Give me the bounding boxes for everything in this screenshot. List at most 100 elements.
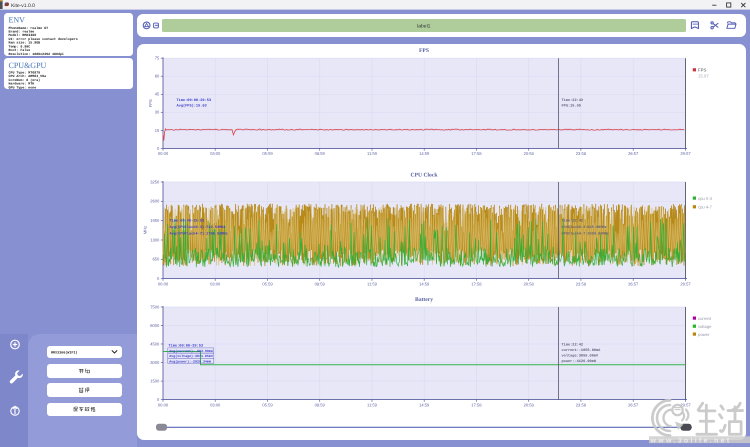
svg-text:Hardware: MTK: Hardware: MTK <box>9 82 35 86</box>
svg-text:03:00: 03:00 <box>210 151 221 156</box>
svg-text:CPU Type: MT6879: CPU Type: MT6879 <box>9 70 41 74</box>
svg-text:08:59: 08:59 <box>315 281 326 286</box>
svg-text:15.97: 15.97 <box>698 73 709 78</box>
svg-text:cpu 0-3: cpu 0-3 <box>698 196 713 201</box>
svg-text:08:59: 08:59 <box>315 151 326 156</box>
svg-text:20:58: 20:58 <box>524 281 535 286</box>
svg-text:6000: 6000 <box>150 323 160 328</box>
svg-text:CPU&GPU: CPU&GPU <box>9 61 47 70</box>
svg-text:0: 0 <box>157 276 160 281</box>
svg-text:20:58: 20:58 <box>524 151 535 156</box>
svg-text:power: power <box>698 332 710 337</box>
svg-text:www.3olife.net: www.3olife.net <box>650 436 732 444</box>
svg-text:1300: 1300 <box>150 237 160 242</box>
svg-text:current:-1055.00mA: current:-1055.00mA <box>562 348 602 353</box>
svg-text:PhoneName: realme GT: PhoneName: realme GT <box>9 26 49 30</box>
svg-text:1500: 1500 <box>150 378 160 383</box>
svg-text:Resolution: 1080x2392 480dpi: Resolution: 1080x2392 480dpi <box>9 52 64 56</box>
svg-text:Avg(current):-983.98mA: Avg(current):-983.98mA <box>169 349 213 353</box>
svg-text:15: 15 <box>155 128 160 133</box>
svg-text:7500: 7500 <box>150 304 160 309</box>
svg-text:29:57: 29:57 <box>680 402 691 407</box>
svg-text:Avg(voltage):3071.85mV: Avg(voltage):3071.85mV <box>169 354 213 358</box>
svg-text:00:00: 00:00 <box>158 151 169 156</box>
svg-text:FPS: FPS <box>148 99 153 107</box>
svg-text:11:59: 11:59 <box>367 402 378 407</box>
svg-text:14:59: 14:59 <box>419 402 430 407</box>
svg-text:05:59: 05:59 <box>262 281 273 286</box>
svg-text:CPU Clock: CPU Clock <box>411 172 439 178</box>
svg-text:1950: 1950 <box>150 218 160 223</box>
svg-text:05:59: 05:59 <box>262 402 273 407</box>
svg-text:2600: 2600 <box>150 199 160 204</box>
svg-text:20:58: 20:58 <box>524 402 535 407</box>
svg-text:08:59: 08:59 <box>315 402 326 407</box>
svg-text:voltage: voltage <box>698 324 712 329</box>
svg-text:Avg(FPS):15.63: Avg(FPS):15.63 <box>177 104 207 109</box>
svg-text:GPU Type: none: GPU Type: none <box>9 86 37 90</box>
svg-text:650: 650 <box>152 257 160 262</box>
svg-text:0: 0 <box>157 397 160 402</box>
svg-text:75: 75 <box>155 56 160 61</box>
svg-text:30: 30 <box>155 110 160 115</box>
svg-text:26:57: 26:57 <box>628 151 639 156</box>
svg-text:CPUClock0-3:625.00MHz: CPUClock0-3:625.00MHz <box>562 225 607 230</box>
svg-text:17:58: 17:58 <box>471 151 482 156</box>
svg-text:Temp: 9.99C: Temp: 9.99C <box>9 44 31 48</box>
svg-text:CPU Arch: ARM64_V8a: CPU Arch: ARM64_V8a <box>9 74 47 78</box>
svg-text:3000: 3000 <box>150 360 160 365</box>
svg-text:UI: error please contact devel: UI: error please contact developers <box>9 37 78 41</box>
svg-text:CPUClock4-7:2050.00MHz: CPUClock4-7:2050.00MHz <box>562 231 609 236</box>
svg-text:cpu 4-7: cpu 4-7 <box>698 205 713 210</box>
svg-text:Model: RMX3366: Model: RMX3366 <box>9 33 37 37</box>
svg-text:26:57: 26:57 <box>628 281 639 286</box>
svg-text:23:58: 23:58 <box>576 281 587 286</box>
svg-text:05:59: 05:59 <box>262 151 273 156</box>
svg-text:26:57: 26:57 <box>628 402 639 407</box>
svg-text:17:58: 17:58 <box>471 281 482 286</box>
svg-text:Battery: Battery <box>415 297 433 303</box>
svg-text:23:58: 23:58 <box>576 402 587 407</box>
svg-text:00:00: 00:00 <box>158 402 169 407</box>
svg-text:CoreNum: 8 (era): CoreNum: 8 (era) <box>9 78 41 82</box>
svg-text:ENV: ENV <box>9 15 26 24</box>
svg-text:FPS: FPS <box>419 48 429 54</box>
svg-text:Kite-v1.0.0: Kite-v1.0.0 <box>11 3 35 9</box>
svg-text:MHz: MHz <box>143 226 148 234</box>
svg-text:Time:00:00-29:53: Time:00:00-29:53 <box>170 218 205 223</box>
svg-text:4500: 4500 <box>150 341 160 346</box>
svg-text:0: 0 <box>157 146 160 151</box>
svg-text:label1: label1 <box>417 24 431 30</box>
svg-text:Time:00:00-29:53: Time:00:00-29:53 <box>169 343 204 348</box>
svg-text:Time:00:00-29:53: Time:00:00-29:53 <box>177 98 212 103</box>
svg-text:Avg(power):-2925.34mW: Avg(power):-2925.34mW <box>169 359 211 363</box>
svg-text:power:-4126.00mW: power:-4126.00mW <box>562 359 597 364</box>
svg-text:29:57: 29:57 <box>680 151 691 156</box>
svg-text:03:00: 03:00 <box>210 402 221 407</box>
svg-text:29:57: 29:57 <box>680 281 691 286</box>
svg-text:Ram size: 15.9GB: Ram size: 15.9GB <box>9 41 41 45</box>
svg-text:03:00: 03:00 <box>210 281 221 286</box>
svg-text:14:59: 14:59 <box>419 281 430 286</box>
svg-text:voltage:3055.00mV: voltage:3055.00mV <box>562 353 600 358</box>
svg-text:11:59: 11:59 <box>367 281 378 286</box>
svg-text:17:58: 17:58 <box>471 402 482 407</box>
svg-text:current: current <box>698 316 712 321</box>
svg-text:45: 45 <box>155 92 160 97</box>
svg-text:Time:22:42: Time:22:42 <box>562 98 584 103</box>
svg-text:3250: 3250 <box>150 179 160 184</box>
svg-text:Avg(CPUClock0-3):712.54MHz: Avg(CPUClock0-3):712.54MHz <box>170 225 226 230</box>
svg-text:00:00: 00:00 <box>158 281 169 286</box>
svg-text:23:58: 23:58 <box>576 151 587 156</box>
svg-text:RMX3366(WIFI): RMX3366(WIFI) <box>51 350 77 355</box>
svg-text:Time:22:42: Time:22:42 <box>562 342 584 347</box>
svg-text:Root: False: Root: False <box>9 48 31 52</box>
svg-text:60: 60 <box>155 74 160 79</box>
svg-text:Time:22:42: Time:22:42 <box>562 218 584 223</box>
svg-text:Avg(CPUClock4-7):1750.92MHz: Avg(CPUClock4-7):1750.92MHz <box>170 231 228 236</box>
svg-text:FPS:15.95: FPS:15.95 <box>562 104 581 109</box>
svg-text:14:59: 14:59 <box>419 151 430 156</box>
svg-text:Brand: realme: Brand: realme <box>9 30 35 34</box>
svg-text:FPS: FPS <box>698 68 706 73</box>
svg-text:11:59: 11:59 <box>367 151 378 156</box>
